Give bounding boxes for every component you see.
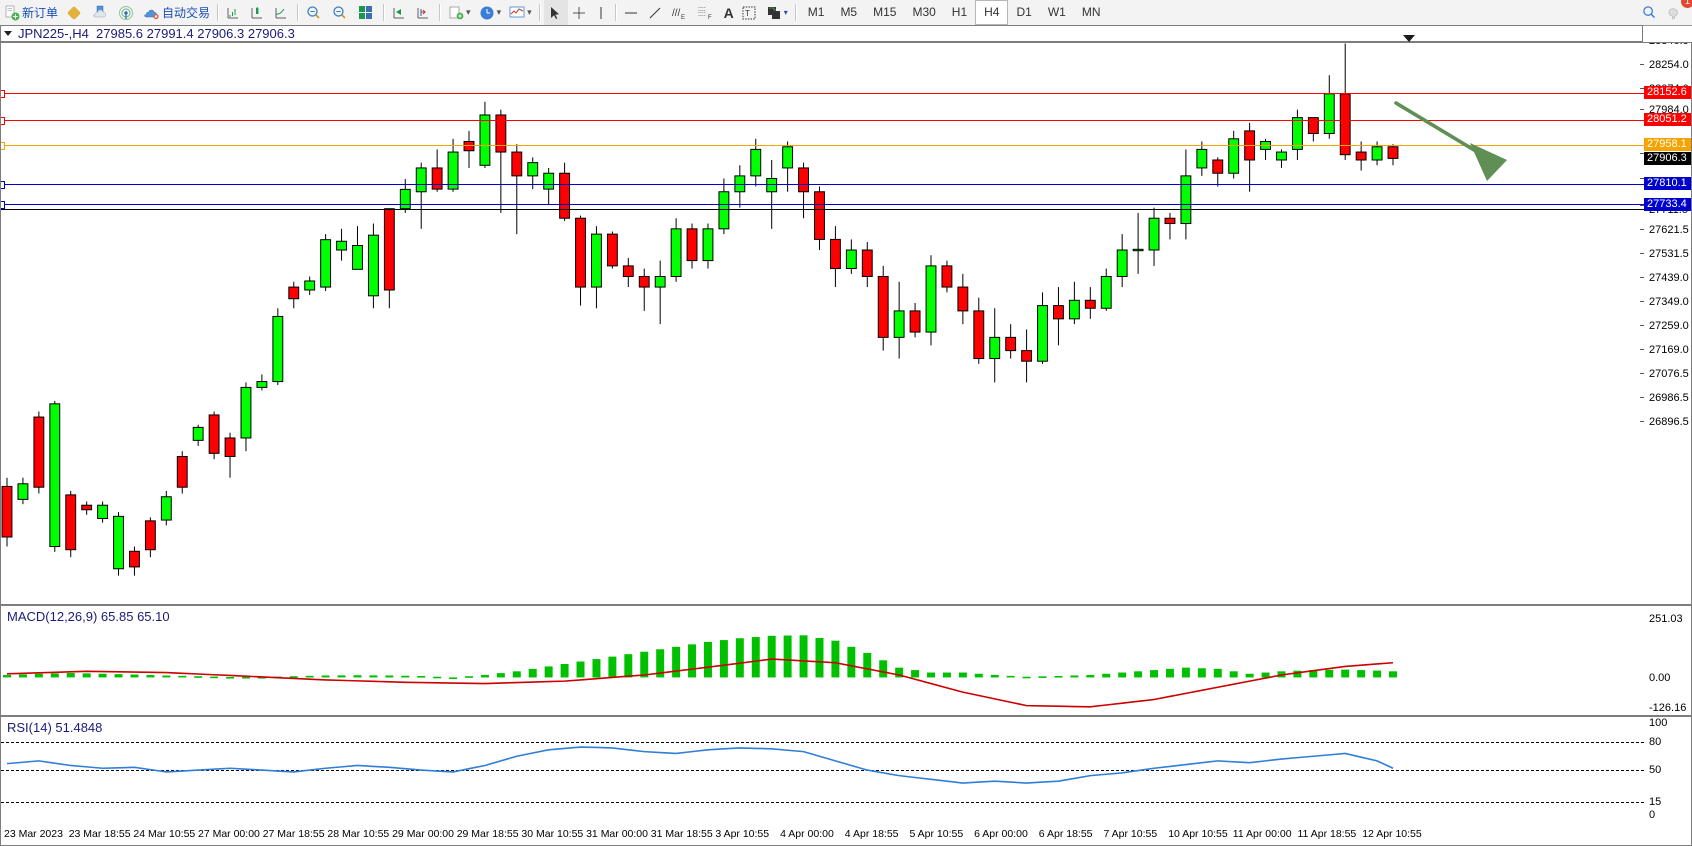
svg-text:T: T	[745, 9, 750, 18]
svg-text:///: ///	[672, 8, 681, 19]
svg-text:E: E	[681, 15, 685, 21]
svg-text:::::: ::::	[698, 11, 706, 18]
svg-text:F: F	[708, 15, 712, 21]
